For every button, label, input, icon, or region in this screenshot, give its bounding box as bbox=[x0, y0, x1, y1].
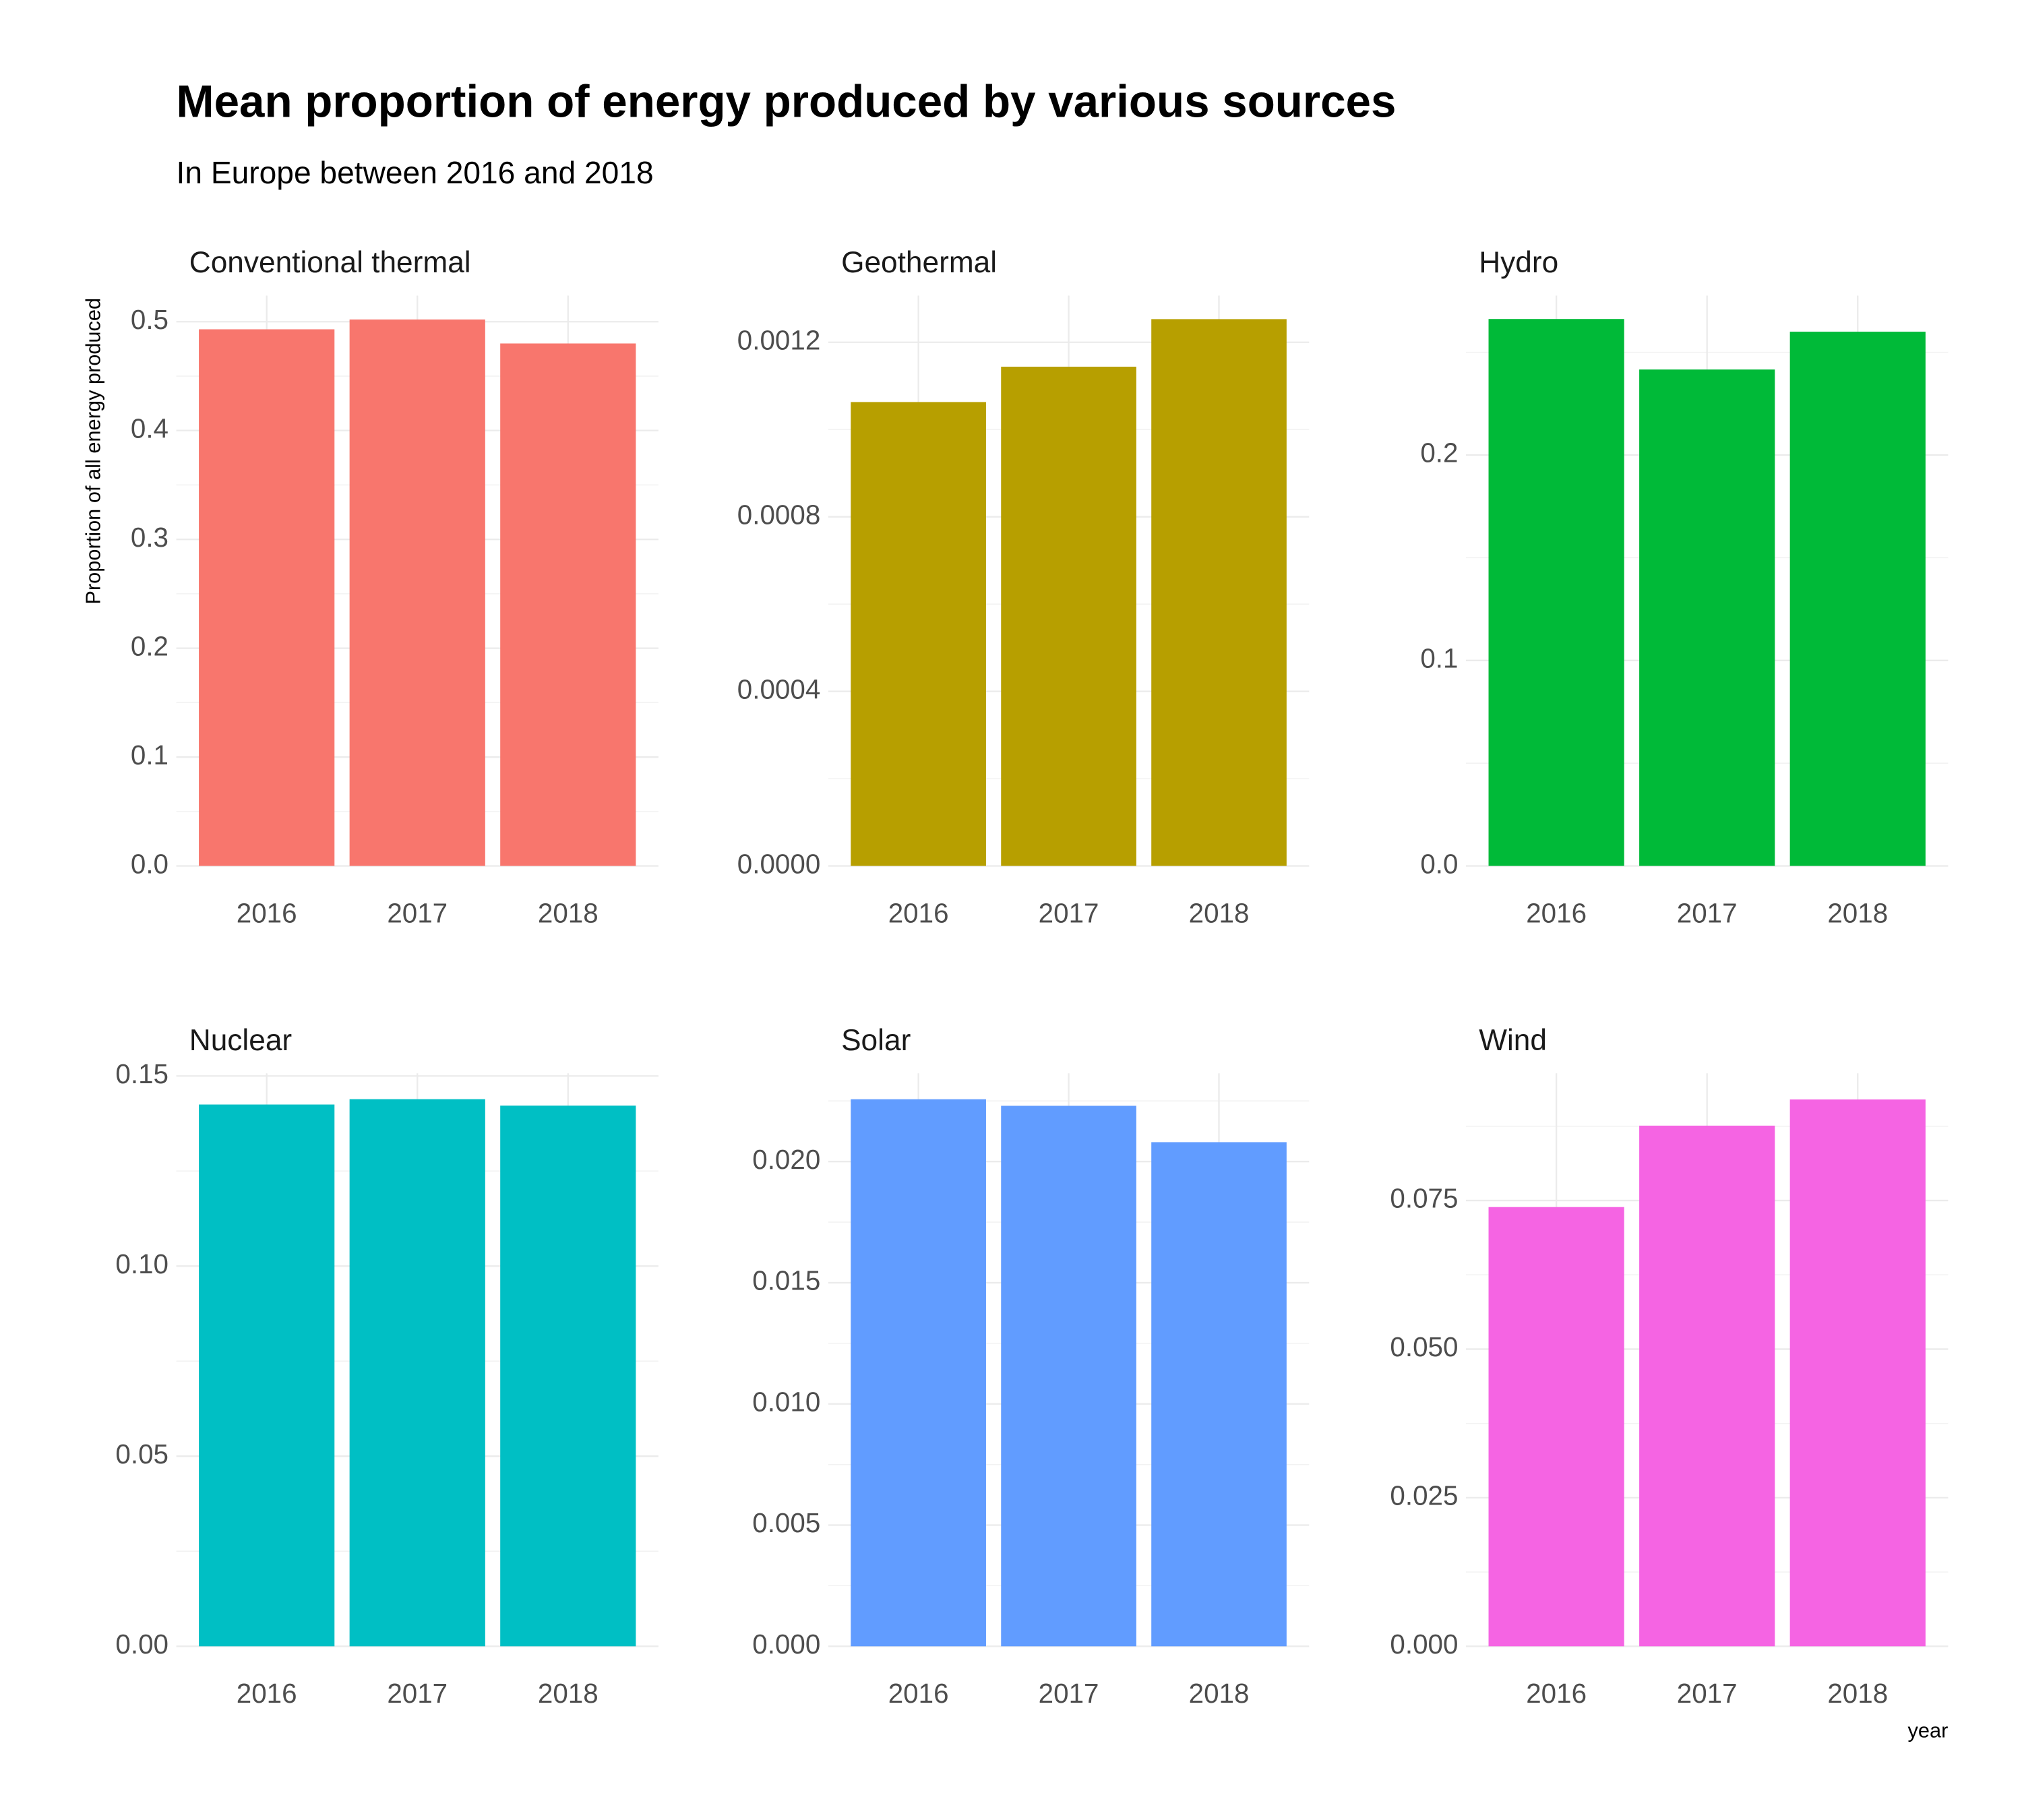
x-tick-label: 2017 bbox=[387, 1678, 448, 1709]
y-tick-label: 0.3 bbox=[131, 522, 168, 553]
y-tick-label: 0.00 bbox=[115, 1629, 168, 1660]
x-tick-label: 2018 bbox=[1189, 897, 1250, 928]
y-tick-label: 0.15 bbox=[115, 1058, 168, 1089]
y-tick-label: 0.1 bbox=[131, 739, 168, 770]
y-tick-label: 0.2 bbox=[1420, 437, 1458, 468]
y-tick-label: 0.5 bbox=[131, 304, 168, 335]
y-tick-label: 0.000 bbox=[1390, 1629, 1458, 1660]
x-tick-label: 2016 bbox=[237, 1678, 297, 1709]
bar bbox=[199, 1104, 335, 1647]
y-tick-label: 0.0004 bbox=[737, 673, 821, 704]
y-tick-label: 0.10 bbox=[115, 1248, 168, 1279]
panel-title: Geothermal bbox=[841, 246, 997, 279]
bar bbox=[1789, 332, 1926, 866]
bar bbox=[851, 402, 986, 866]
x-tick-label: 2017 bbox=[1039, 897, 1099, 928]
y-tick-label: 0.050 bbox=[1390, 1331, 1458, 1362]
x-tick-label: 2016 bbox=[888, 1678, 949, 1709]
y-tick-label: 0.025 bbox=[1390, 1480, 1458, 1511]
panel-title: Conventional thermal bbox=[189, 246, 471, 279]
bar bbox=[349, 1099, 485, 1647]
y-tick-label: 0.05 bbox=[115, 1438, 168, 1469]
y-tick-label: 0.0012 bbox=[737, 324, 821, 355]
chart-title: Mean proportion of energy produced by va… bbox=[177, 77, 1397, 127]
x-tick-label: 2018 bbox=[1827, 897, 1888, 928]
y-tick-label: 0.010 bbox=[752, 1386, 820, 1417]
y-tick-label: 0.1 bbox=[1420, 642, 1458, 673]
y-axis-label: Proportion of all energy produced bbox=[82, 298, 105, 605]
y-tick-label: 0.0008 bbox=[737, 499, 821, 530]
bar bbox=[199, 329, 335, 866]
y-tick-label: 0.075 bbox=[1390, 1183, 1458, 1214]
x-tick-label: 2016 bbox=[1526, 1678, 1587, 1709]
bar bbox=[1151, 1142, 1287, 1647]
panel-title: Hydro bbox=[1479, 246, 1558, 279]
y-tick-label: 0.0 bbox=[1420, 848, 1458, 879]
x-tick-label: 2016 bbox=[1526, 897, 1587, 928]
bar bbox=[1639, 369, 1775, 866]
bar bbox=[1488, 319, 1624, 866]
x-axis-label: year bbox=[1908, 1718, 1949, 1742]
bar bbox=[851, 1099, 986, 1647]
x-tick-label: 2017 bbox=[1677, 1678, 1738, 1709]
y-tick-label: 0.000 bbox=[752, 1629, 820, 1660]
x-tick-label: 2016 bbox=[237, 897, 297, 928]
panel-title: Nuclear bbox=[189, 1024, 292, 1057]
x-tick-label: 2018 bbox=[538, 1678, 599, 1709]
y-tick-label: 0.0 bbox=[131, 848, 168, 879]
y-tick-label: 0.4 bbox=[131, 413, 168, 444]
x-tick-label: 2018 bbox=[538, 897, 599, 928]
bar bbox=[500, 343, 636, 866]
chart-subtitle: In Europe between 2016 and 2018 bbox=[177, 155, 654, 190]
bar bbox=[500, 1105, 636, 1647]
y-tick-label: 0.020 bbox=[752, 1144, 820, 1175]
bar bbox=[1001, 366, 1136, 866]
bar bbox=[1639, 1125, 1775, 1647]
x-tick-label: 2016 bbox=[888, 897, 949, 928]
panel-title: Wind bbox=[1479, 1024, 1547, 1057]
y-tick-label: 0.0000 bbox=[737, 848, 821, 879]
x-tick-label: 2017 bbox=[1039, 1678, 1099, 1709]
bar bbox=[1001, 1105, 1136, 1647]
panel-title: Solar bbox=[841, 1024, 911, 1057]
y-tick-label: 0.2 bbox=[131, 630, 168, 661]
x-tick-label: 2017 bbox=[1677, 897, 1738, 928]
bar bbox=[1151, 319, 1287, 866]
y-tick-label: 0.015 bbox=[752, 1265, 820, 1296]
x-tick-label: 2018 bbox=[1189, 1678, 1250, 1709]
bar bbox=[1488, 1207, 1624, 1647]
x-tick-label: 2018 bbox=[1827, 1678, 1888, 1709]
y-tick-label: 0.005 bbox=[752, 1507, 820, 1538]
bar bbox=[1789, 1099, 1926, 1647]
x-tick-label: 2017 bbox=[387, 897, 448, 928]
bar bbox=[349, 319, 485, 866]
